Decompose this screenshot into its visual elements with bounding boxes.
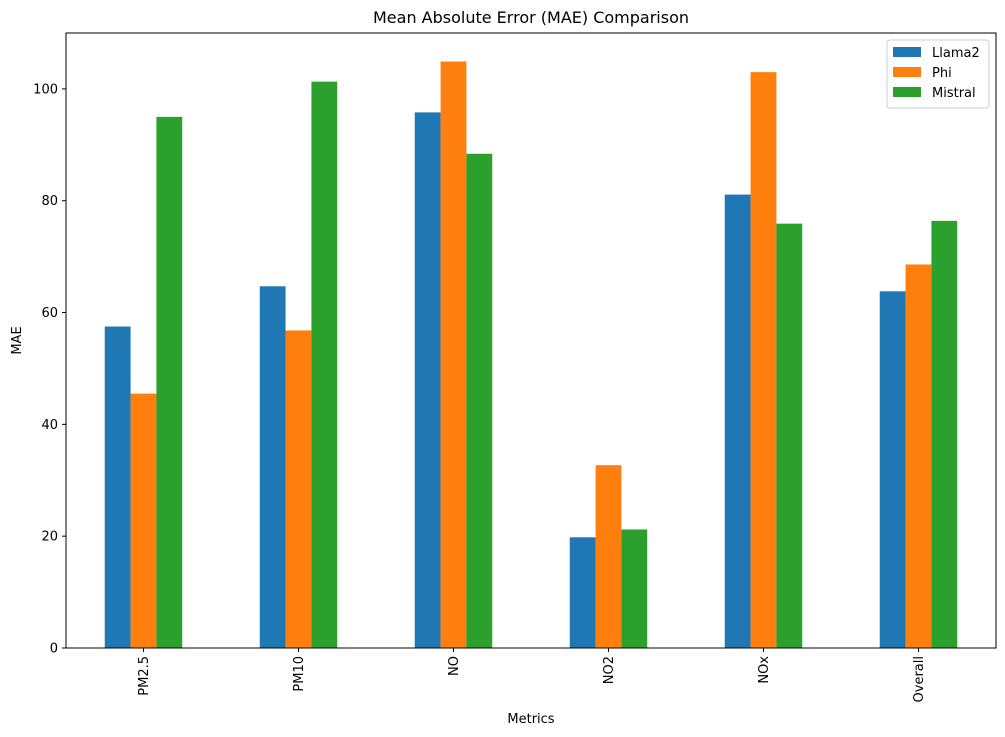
x-tick-label: NOx: [757, 656, 772, 684]
bar-llama2-no: [414, 112, 441, 648]
legend-swatch-llama2: [893, 47, 921, 57]
bar-llama2-pm25: [104, 326, 131, 648]
chart-title: Mean Absolute Error (MAE) Comparison: [373, 8, 689, 27]
y-tick-label: 0: [50, 642, 58, 657]
bar-llama2-pm10: [259, 286, 286, 648]
y-axis-label: MAE: [10, 326, 25, 354]
bar-phi-pm25: [130, 393, 157, 648]
y-axis: 0 20 40 60 80 100: [33, 82, 66, 657]
legend-swatch-phi: [893, 67, 921, 77]
y-tick-label: 60: [41, 306, 58, 321]
x-tick-label: NO2: [602, 656, 617, 684]
legend-label-llama2: Llama2: [932, 46, 980, 61]
y-tick-label: 80: [41, 194, 58, 209]
y-tick-label: 20: [41, 530, 58, 545]
x-tick-label: Overall: [912, 656, 927, 702]
bar-phi-pm10: [285, 330, 312, 648]
bar-phi-nox: [750, 72, 777, 648]
bar-llama2-overall: [879, 291, 906, 648]
x-axis-label: Metrics: [507, 712, 554, 727]
bar-mistral-no: [466, 153, 493, 648]
bar-llama2-no2: [569, 537, 596, 648]
plot-frame: [65, 32, 997, 649]
bar-llama2-nox: [724, 194, 751, 648]
bar-phi-no: [440, 61, 467, 648]
bar-mistral-pm10: [311, 81, 338, 648]
bar-phi-no2: [595, 465, 622, 648]
y-tick-label: 100: [33, 82, 58, 97]
bars-layer: [104, 61, 958, 649]
legend-label-phi: Phi: [932, 66, 952, 81]
x-tick-label: PM10: [292, 656, 307, 692]
x-tick-label: NO: [447, 656, 462, 676]
legend-swatch-mistral: [893, 87, 921, 97]
y-tick-label: 40: [41, 418, 58, 433]
legend: Llama2 Phi Mistral: [886, 39, 990, 109]
legend-label-mistral: Mistral: [932, 86, 976, 101]
bar-mistral-pm25: [156, 116, 183, 649]
x-axis: PM2.5 PM10 NO NO2 NOx Overall: [137, 648, 927, 702]
bar-mistral-overall: [931, 220, 958, 648]
bar-phi-overall: [905, 264, 932, 648]
bar-mistral-no2: [621, 529, 648, 648]
bar-mistral-nox: [776, 223, 803, 648]
x-tick-label: PM2.5: [137, 656, 152, 696]
